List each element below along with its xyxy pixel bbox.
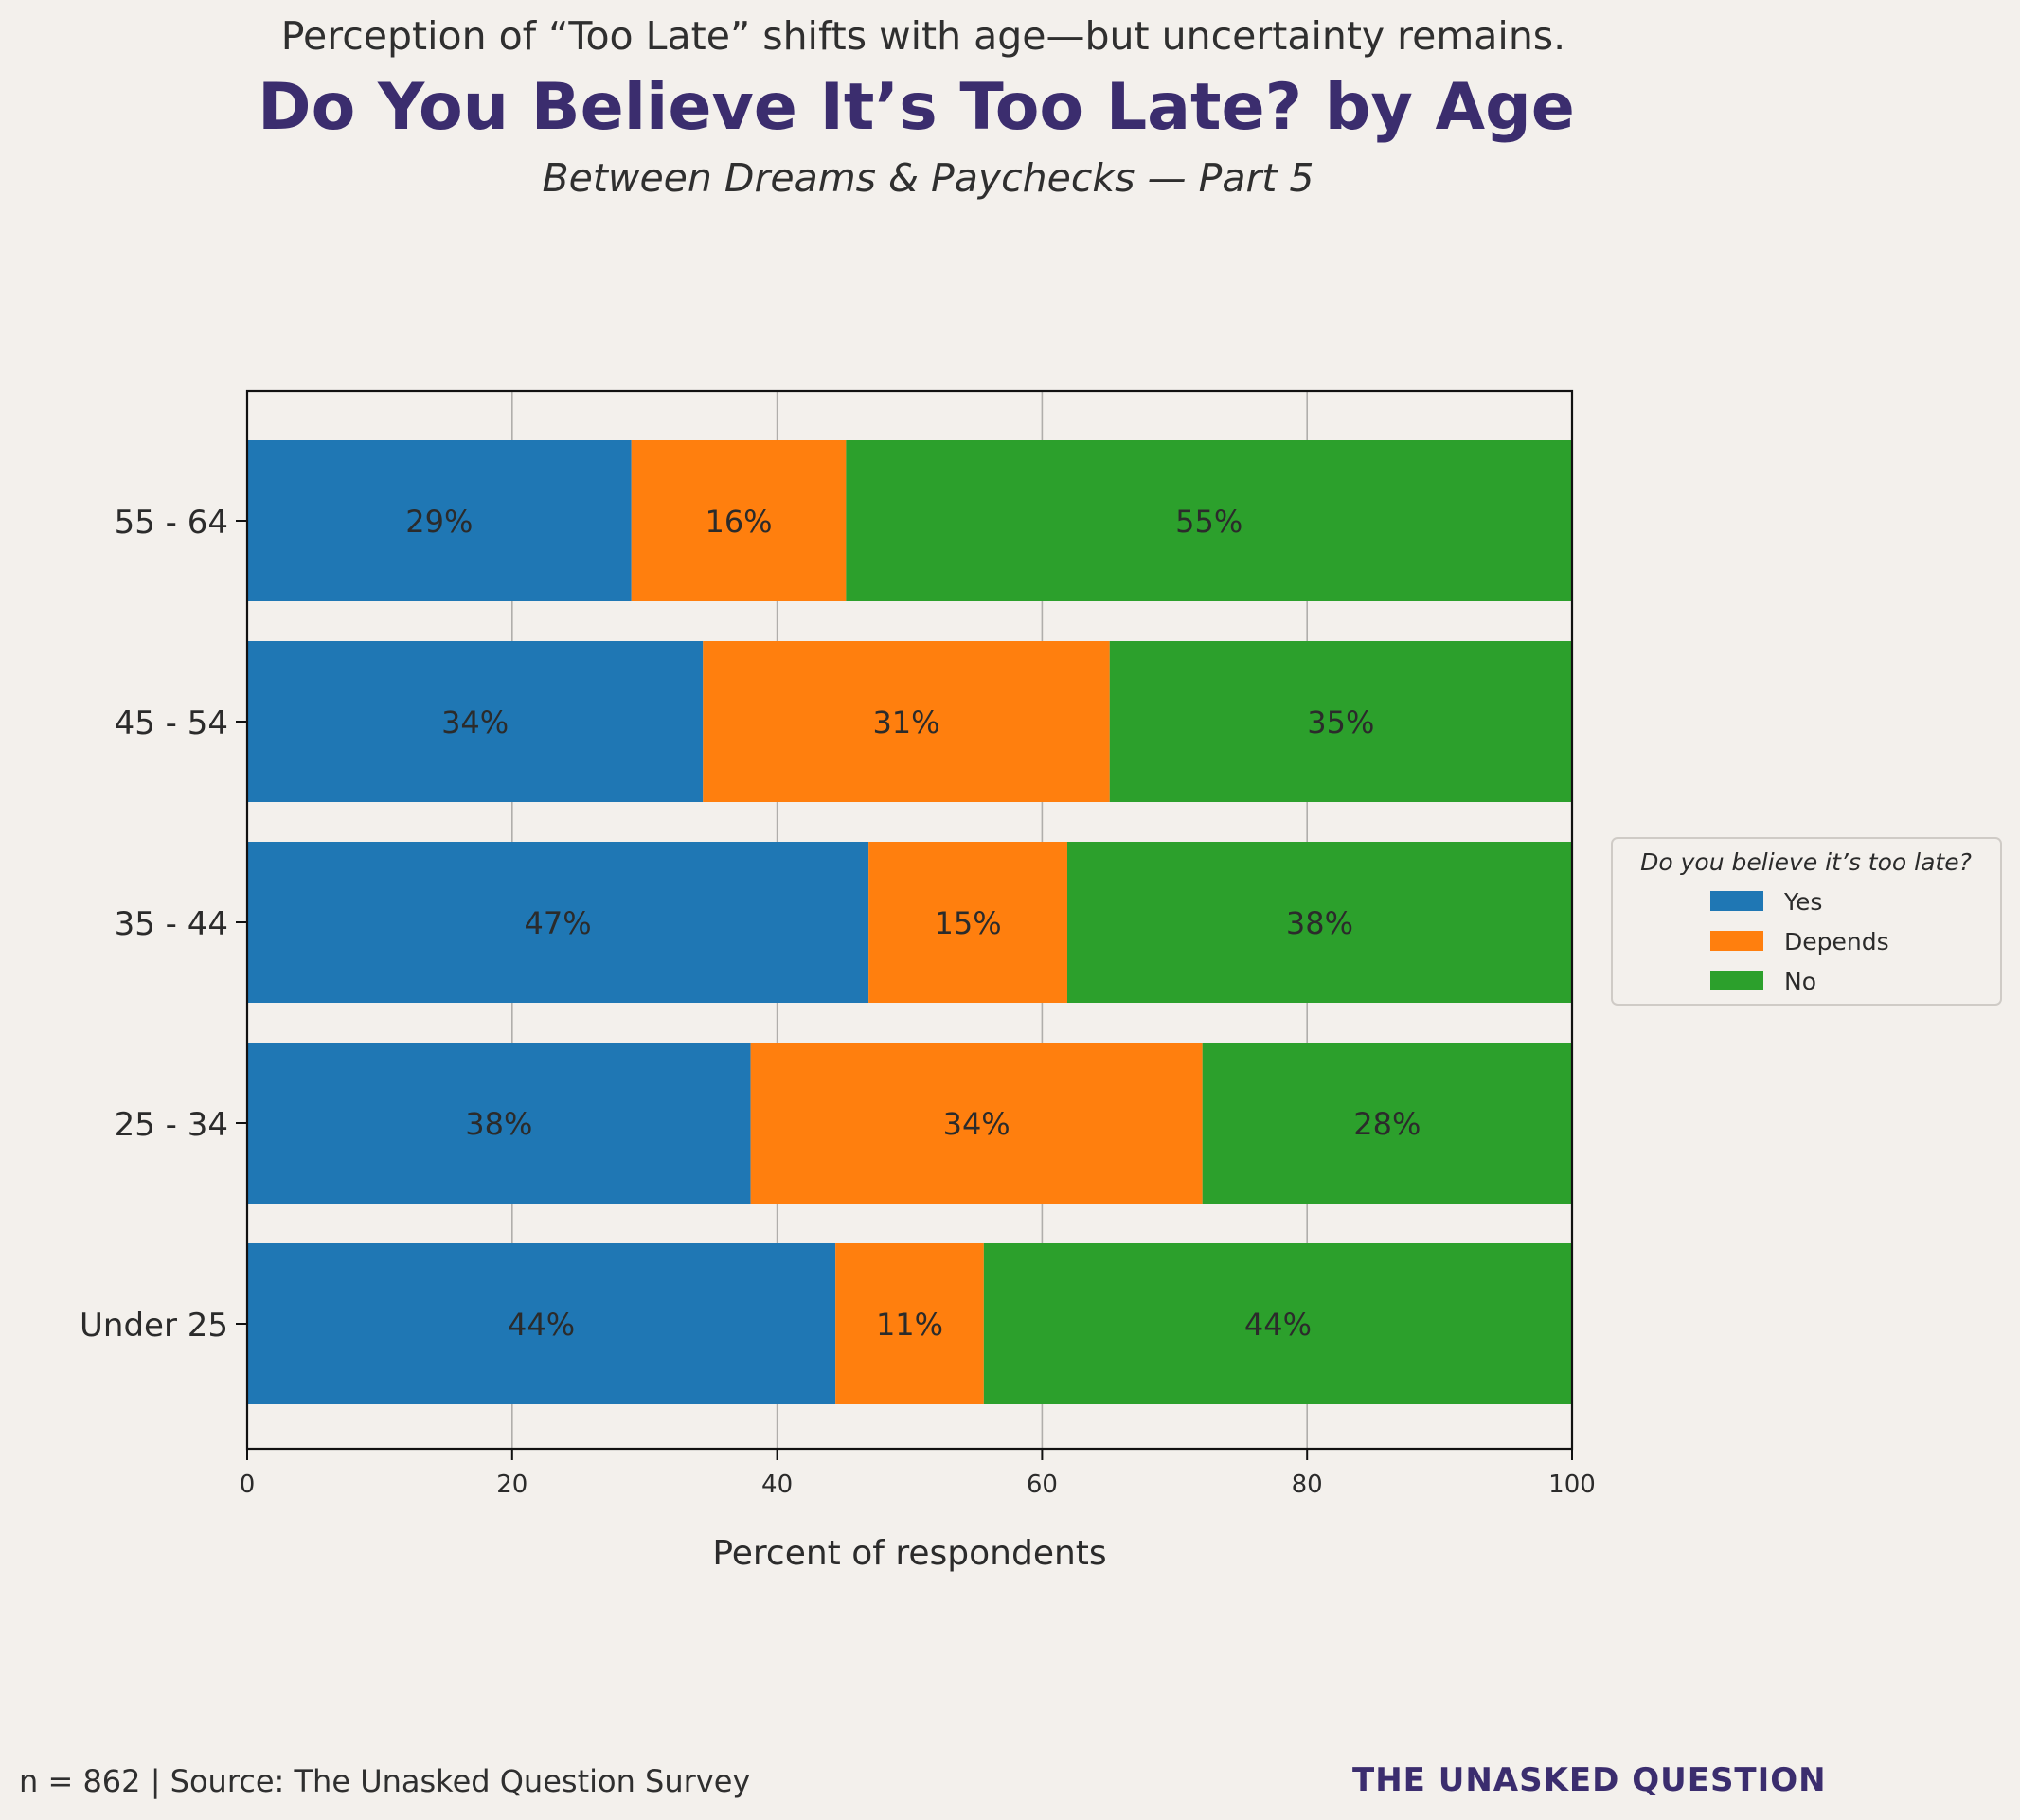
bar-yes [247, 842, 869, 1003]
bar-label-yes: 47% [525, 905, 592, 941]
bar-label-no: 55% [1175, 504, 1242, 540]
bar-label-depends: 31% [872, 705, 939, 740]
y-tick-label: 55 - 64 [115, 504, 228, 542]
bar-label-depends: 16% [705, 504, 772, 540]
legend-label-no: No [1784, 968, 1816, 995]
y-tick-label: 45 - 54 [115, 705, 228, 742]
x-tick-label: 100 [1548, 1471, 1596, 1499]
bar-depends [631, 440, 847, 601]
bar-yes [247, 1243, 836, 1404]
legend-swatch-yes [1710, 891, 1763, 911]
legend-swatch-depends [1710, 931, 1763, 951]
x-tick-label: 80 [1292, 1471, 1323, 1499]
footer-brand: THE UNASKED QUESTION [1352, 1761, 1827, 1799]
bar-no [1202, 1043, 1572, 1204]
x-tick-label: 0 [240, 1471, 256, 1499]
bar-label-depends: 11% [876, 1307, 943, 1343]
bar-no [1109, 641, 1572, 802]
plot-frame [245, 389, 1574, 1451]
bar-depends [835, 1243, 984, 1404]
bar-label-yes: 44% [508, 1307, 575, 1343]
legend-title: Do you believe it’s too late? [1640, 848, 1972, 876]
bar-label-no: 38% [1286, 905, 1353, 941]
bar-depends [750, 1043, 1203, 1204]
bar-label-no: 28% [1353, 1106, 1421, 1142]
bar-no [1066, 842, 1572, 1003]
legend-label-yes: Yes [1783, 888, 1822, 916]
y-tick-label: Under 25 [80, 1307, 228, 1345]
bar-label-no: 44% [1244, 1307, 1312, 1343]
legend: Do you believe it’s too late? Yes Depends N… [1611, 837, 2002, 1006]
bar-label-depends: 15% [934, 905, 1001, 941]
bar-no [846, 440, 1572, 601]
chart-title: Do You Believe It’s Too Late? by Age [258, 70, 1575, 145]
legend-swatch-no [1710, 971, 1763, 990]
x-tick-label: 20 [496, 1471, 527, 1499]
legend-label-depends: Depends [1784, 928, 1889, 955]
footer-source-note: n = 862 | Source: The Unasked Question S… [19, 1763, 751, 1799]
legend-box [1611, 837, 2002, 1006]
y-tick-label: 25 - 34 [115, 1106, 228, 1144]
bar-label-no: 35% [1307, 705, 1374, 740]
bar-yes [247, 440, 632, 601]
bar-label-yes: 34% [441, 705, 509, 740]
x-tick-label: 60 [1027, 1471, 1058, 1499]
x-tick-label: 40 [761, 1471, 793, 1499]
x-axis-label: Percent of respondents [712, 1534, 1106, 1573]
bar-label-yes: 38% [465, 1106, 532, 1142]
bar-yes [247, 641, 704, 802]
chart-subtitle: Between Dreams & Paychecks — Part 5 [542, 155, 1314, 201]
bar-depends [868, 842, 1067, 1003]
bar-yes [247, 1043, 751, 1204]
y-tick-label: 35 - 44 [115, 905, 228, 943]
bar-label-depends: 34% [943, 1106, 1010, 1142]
bar-label-yes: 29% [405, 504, 473, 540]
bar-no [983, 1243, 1572, 1404]
bar-depends [703, 641, 1110, 802]
chart-kicker: Perception of “Too Late” shifts with age… [280, 13, 1566, 59]
